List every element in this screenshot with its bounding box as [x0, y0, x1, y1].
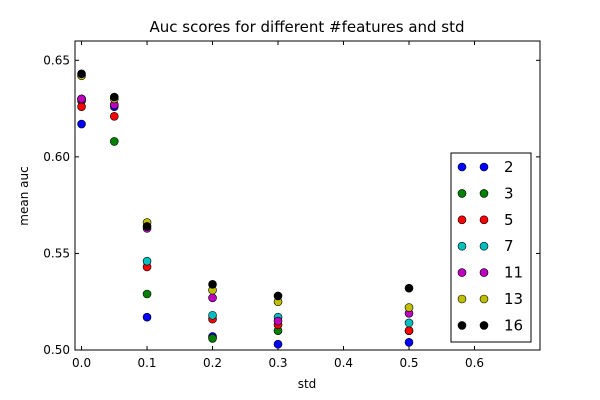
legend-marker-16 — [479, 321, 489, 330]
legend-marker-5 — [457, 215, 467, 225]
data-point-series-16 — [273, 291, 283, 301]
legend-marker-7 — [457, 241, 467, 251]
data-point-series-16 — [109, 92, 119, 102]
data-point-series-5 — [77, 102, 86, 111]
legend-marker-16 — [457, 321, 467, 330]
data-point-series-16 — [142, 222, 152, 231]
data-point-series-5 — [404, 326, 414, 335]
data-point-series-2 — [142, 312, 152, 322]
y-tick-label: 0.65 — [43, 53, 70, 67]
x-tick-label: 0.2 — [203, 356, 222, 370]
data-point-series-13 — [404, 303, 414, 312]
y-tick-label: 0.60 — [43, 150, 70, 164]
x-tick-label: 0.3 — [268, 356, 287, 370]
legend-label-11: 11 — [504, 264, 523, 282]
legend-marker-2 — [457, 162, 467, 172]
data-point-series-5 — [109, 112, 119, 121]
data-point-series-16 — [208, 280, 217, 289]
legend-marker-11 — [479, 268, 489, 277]
data-point-series-11 — [273, 316, 283, 326]
legend-marker-5 — [479, 215, 489, 225]
data-point-series-16 — [77, 69, 86, 79]
legend-marker-13 — [457, 294, 467, 304]
data-point-series-3 — [208, 334, 217, 343]
y-axis-label: mean auc — [17, 166, 31, 225]
data-point-series-16 — [404, 283, 414, 293]
x-tick-label: 0.1 — [137, 356, 156, 370]
data-point-series-11 — [208, 293, 217, 303]
legend-marker-2 — [479, 162, 489, 172]
legend-marker-11 — [457, 268, 467, 277]
legend-marker-13 — [479, 294, 489, 304]
data-point-series-2 — [404, 337, 414, 347]
legend-marker-3 — [479, 189, 489, 198]
data-point-series-3 — [142, 289, 152, 299]
data-point-series-7 — [208, 310, 217, 320]
legend-label-13: 13 — [504, 290, 523, 308]
x-tick-label: 0.6 — [465, 356, 484, 370]
legend-label-5: 5 — [504, 211, 514, 229]
legend-label-3: 3 — [504, 184, 514, 202]
chart-title: Auc scores for different #features and s… — [149, 18, 464, 36]
data-point-series-3 — [109, 137, 119, 146]
legend-label-7: 7 — [504, 237, 514, 255]
x-tick-label: 0.5 — [399, 356, 418, 370]
legend-marker-3 — [457, 189, 467, 198]
data-point-series-11 — [77, 94, 86, 104]
data-point-series-7 — [404, 318, 414, 328]
data-point-series-2 — [273, 339, 283, 349]
x-tick-label: 0.0 — [72, 356, 91, 370]
y-tick-label: 0.50 — [43, 343, 70, 357]
legend-label-16: 16 — [504, 316, 523, 334]
x-axis-label: std — [298, 377, 317, 391]
x-tick-label: 0.4 — [334, 356, 353, 370]
y-tick-label: 0.55 — [43, 246, 70, 260]
legend-label-2: 2 — [504, 158, 514, 176]
data-point-series-7 — [142, 256, 152, 266]
legend-marker-7 — [479, 241, 489, 251]
data-point-series-2 — [77, 119, 86, 129]
